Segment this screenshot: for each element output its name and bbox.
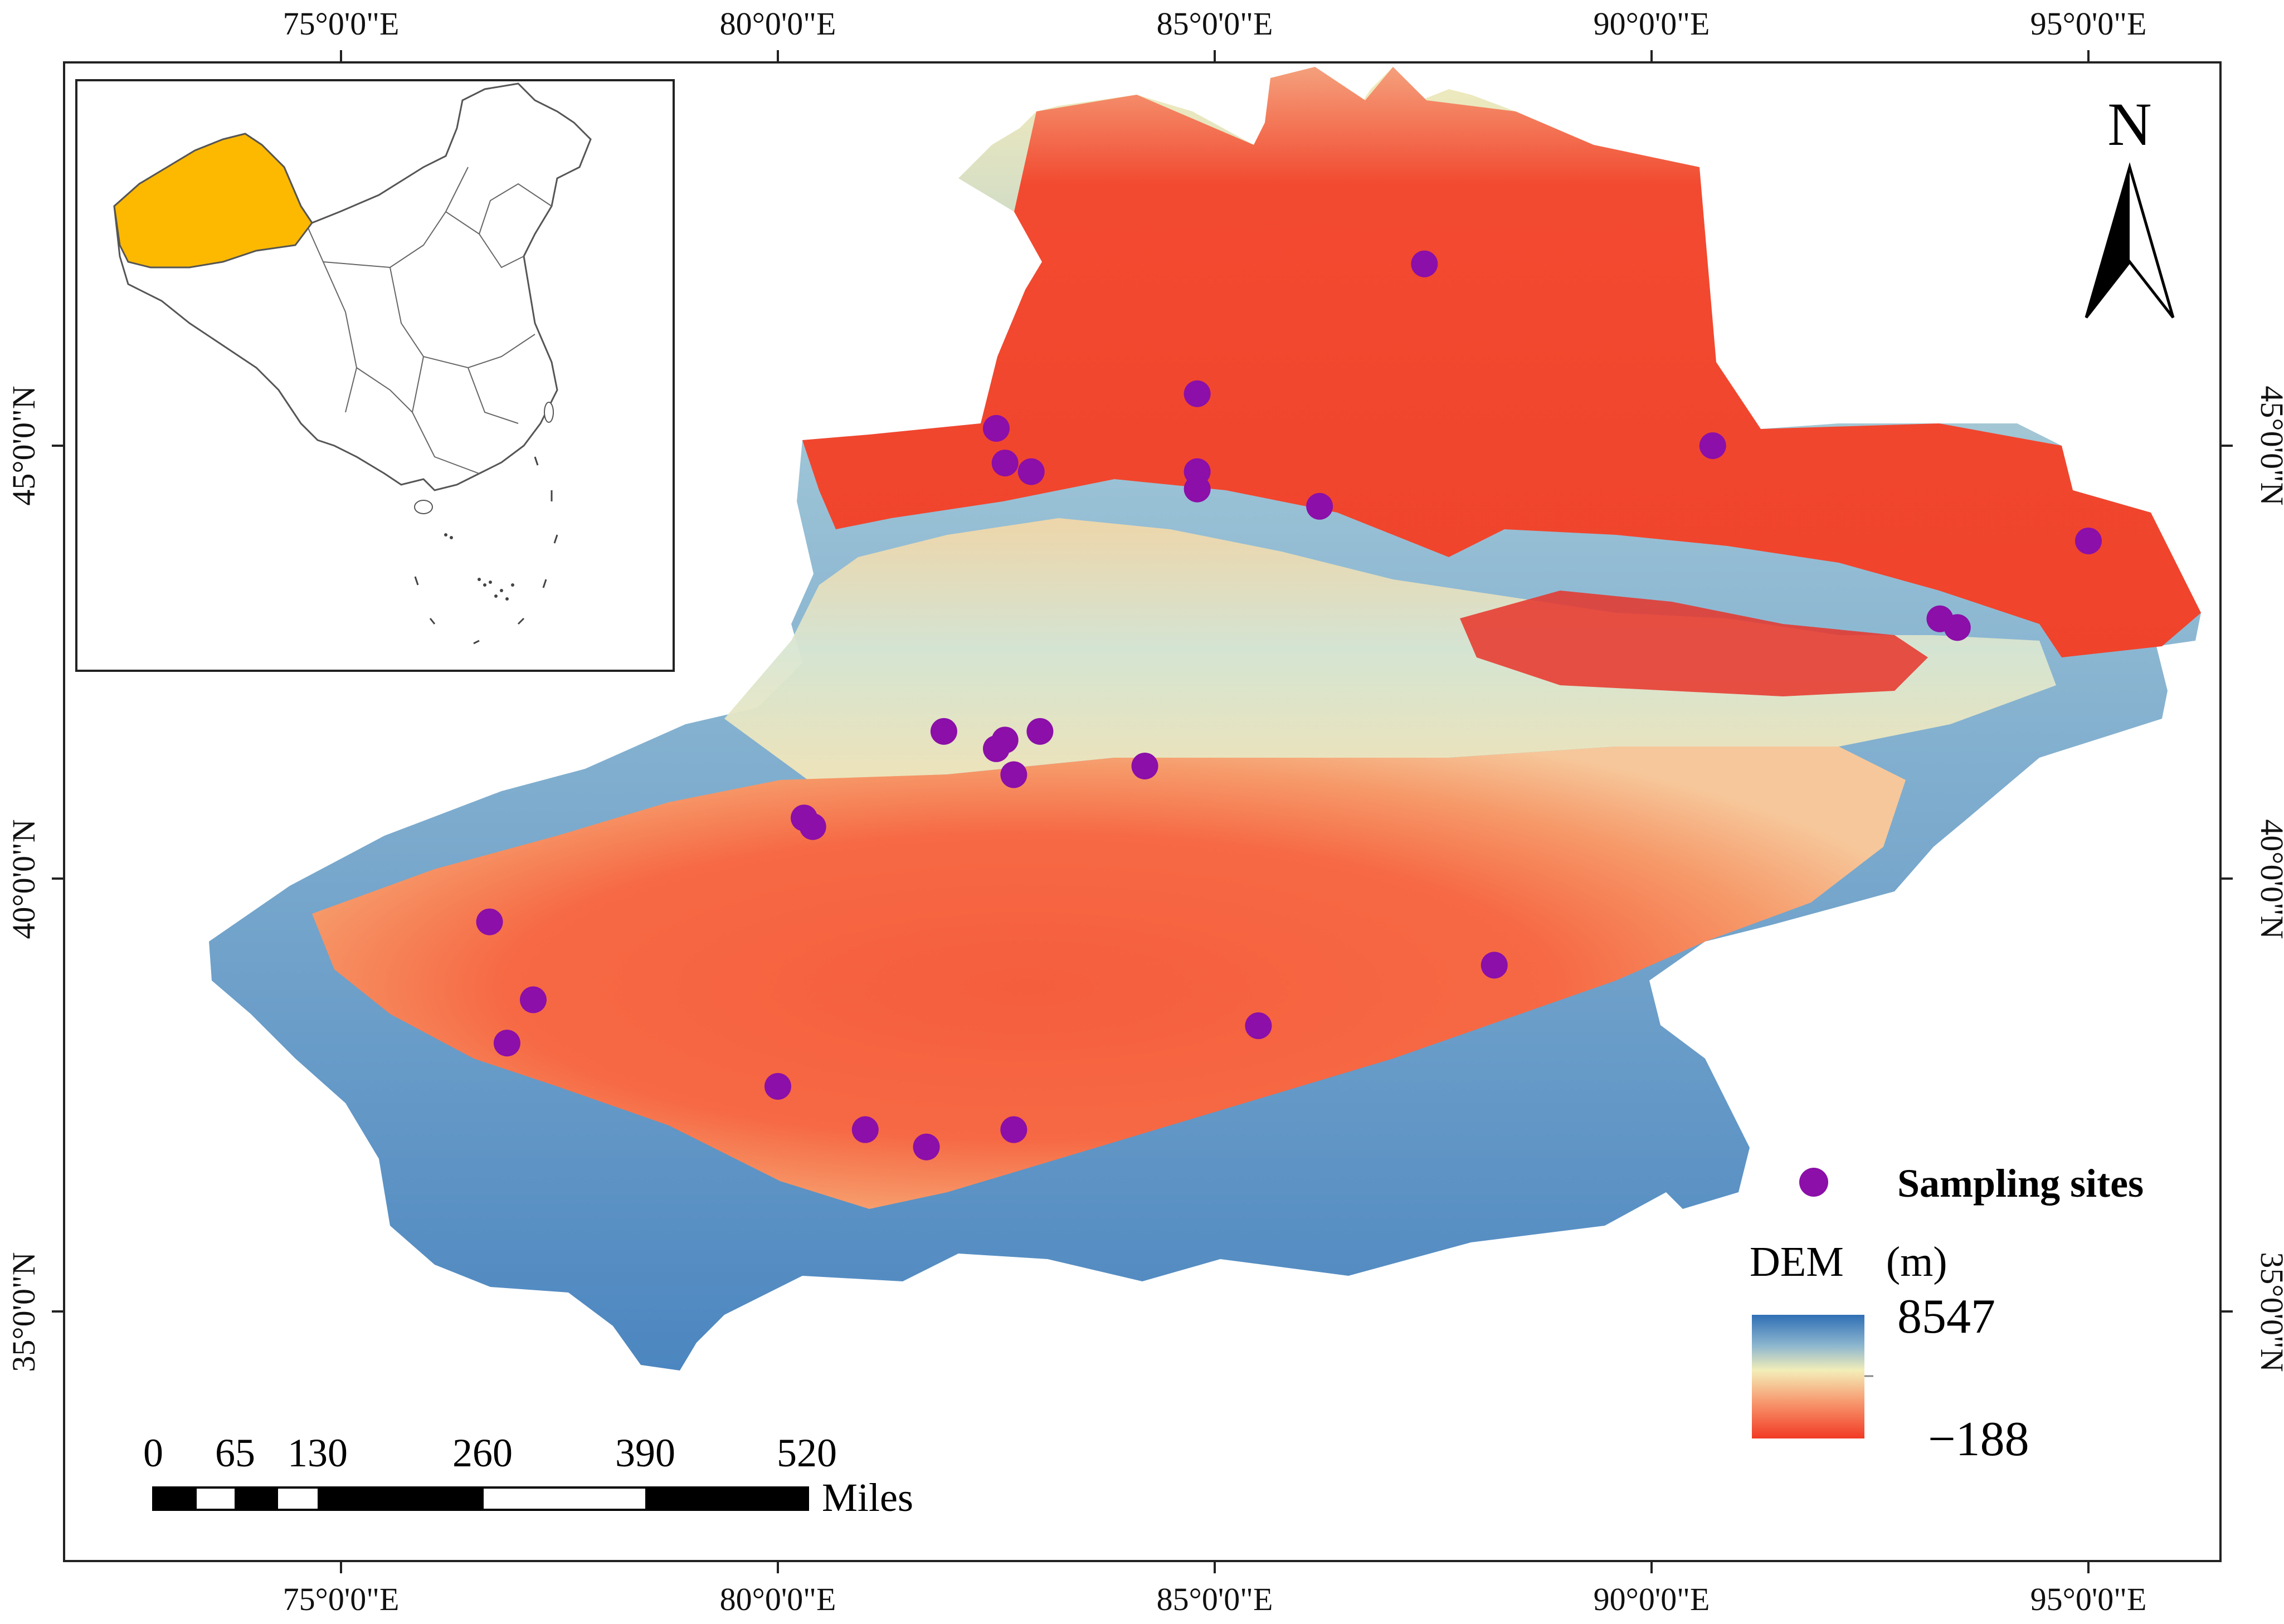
lat-label-35-right: 35°0'0"N: [2254, 1252, 2284, 1372]
sampling-site-marker: [1184, 475, 1211, 503]
scale-seg: [318, 1488, 484, 1510]
scale-tick-65: 65: [215, 1431, 255, 1475]
sampling-site-marker: [476, 908, 503, 935]
inset-map: [75, 79, 675, 672]
inset-taiwan: [544, 402, 554, 423]
scale-seg: [153, 1488, 197, 1510]
inset-xinjiang-highlight: [113, 133, 313, 269]
sampling-site-marker: [2075, 527, 2102, 554]
lon-label-80-bottom: 80°0'0"E: [720, 1581, 836, 1617]
sampling-site-marker: [930, 718, 957, 745]
lon-label-85-top: 85°0'0"E: [1157, 6, 1273, 42]
scale-tick-520: 520: [777, 1431, 837, 1475]
sampling-site-marker: [1131, 752, 1158, 779]
scale-seg: [235, 1488, 278, 1510]
inset-hainan: [414, 500, 433, 514]
sampling-site-marker: [1411, 250, 1438, 277]
lat-label-40-right: 40°0'0"N: [2254, 819, 2284, 939]
longitude-labels: 75°0'0"E 80°0'0"E 85°0'0"E 90°0'0"E 95°0…: [283, 6, 2147, 1617]
graticule-ticks: [52, 50, 2233, 1573]
sampling-site-marker: [983, 735, 1010, 762]
scale-bar: 0 65 130 260 390 520 Miles: [143, 1431, 913, 1520]
inset-border-line: [479, 183, 552, 235]
lon-label-80-top: 80°0'0"E: [720, 6, 836, 42]
lon-label-90-bottom: 90°0'0"E: [1594, 1581, 1710, 1617]
legend-sites-label: Sampling sites: [1897, 1161, 2144, 1206]
sampling-site-marker: [1306, 492, 1333, 520]
north-arrow: N: [2085, 90, 2175, 319]
inset-nine-dash-line: [414, 456, 558, 645]
sampling-site-marker: [1699, 432, 1726, 459]
inset-border-line: [411, 356, 480, 474]
inset-border-line: [300, 211, 358, 413]
tianshan-mountains: [724, 518, 2056, 780]
scale-tick-130: 130: [288, 1431, 348, 1475]
sampling-site-marker: [991, 450, 1019, 477]
sampling-site-marker: [519, 986, 547, 1013]
lon-label-75-top: 75°0'0"E: [283, 6, 400, 42]
dem-max-label: 8547: [1897, 1290, 1995, 1344]
scale-seg: [645, 1488, 808, 1510]
sampling-site-marker: [1000, 1116, 1027, 1143]
inset-border-line: [445, 211, 524, 269]
sampling-site-marker: [1184, 380, 1211, 407]
sampling-site-marker: [1026, 718, 1054, 745]
dem-color-ramp: [1752, 1315, 1864, 1438]
scale-unit-label: Miles: [822, 1475, 913, 1520]
scale-tick-390: 390: [615, 1431, 675, 1475]
latitude-labels: 45°0'0"N 40°0'0"N 35°0'0"N 45°0'0"N 40°0…: [6, 386, 2284, 1372]
dem-legend-title: DEM (m): [1750, 1238, 1947, 1285]
sampling-sites-layer: [476, 250, 2102, 1160]
scale-tick-0: 0: [143, 1431, 163, 1475]
dem-min-label: −188: [1928, 1412, 2029, 1466]
inset-south-sea-islands: [444, 533, 514, 601]
lat-label-35-left: 35°0'0"N: [6, 1252, 42, 1372]
turpan-depression: [1460, 591, 1928, 696]
sampling-site-marker: [983, 414, 1010, 442]
sampling-site-marker: [1944, 614, 1971, 641]
lon-label-95-bottom: 95°0'0"E: [2030, 1581, 2147, 1617]
inset-border-line: [356, 367, 413, 413]
inset-border-line: [467, 367, 519, 424]
lat-label-40-left: 40°0'0"N: [6, 819, 42, 939]
map-frame: [63, 61, 2222, 1562]
dzungarian-basin: [802, 67, 2201, 657]
inset-border-line: [323, 167, 469, 269]
scale-tick-260: 260: [452, 1431, 513, 1475]
north-arrow-label: N: [2107, 90, 2151, 158]
lon-label-75-bottom: 75°0'0"E: [283, 1581, 400, 1617]
sampling-site-marker: [1481, 952, 1508, 979]
lon-label-90-top: 90°0'0"E: [1594, 6, 1710, 42]
sampling-site-marker: [764, 1072, 791, 1100]
legend-site-symbol: [1799, 1168, 1828, 1197]
sampling-site-marker: [493, 1030, 520, 1057]
lon-label-85-bottom: 85°0'0"E: [1157, 1581, 1273, 1617]
sampling-site-marker: [799, 813, 826, 840]
lat-label-45-right: 45°0'0"N: [2254, 386, 2284, 505]
legend: Sampling sites DEM (m) 8547 −188: [1750, 1161, 2144, 1466]
sampling-site-marker: [851, 1116, 879, 1143]
sampling-site-marker: [1245, 1012, 1272, 1040]
lat-label-45-left: 45°0'0"N: [6, 386, 42, 505]
inset-border-line: [389, 267, 535, 369]
sampling-site-marker: [1000, 761, 1027, 788]
lon-label-95-top: 95°0'0"E: [2030, 6, 2147, 42]
terrain-dem-raster: [209, 67, 2201, 1371]
sampling-site-marker: [1017, 458, 1045, 485]
sampling-site-marker: [913, 1133, 940, 1160]
tarim-basin: [312, 747, 1906, 1209]
